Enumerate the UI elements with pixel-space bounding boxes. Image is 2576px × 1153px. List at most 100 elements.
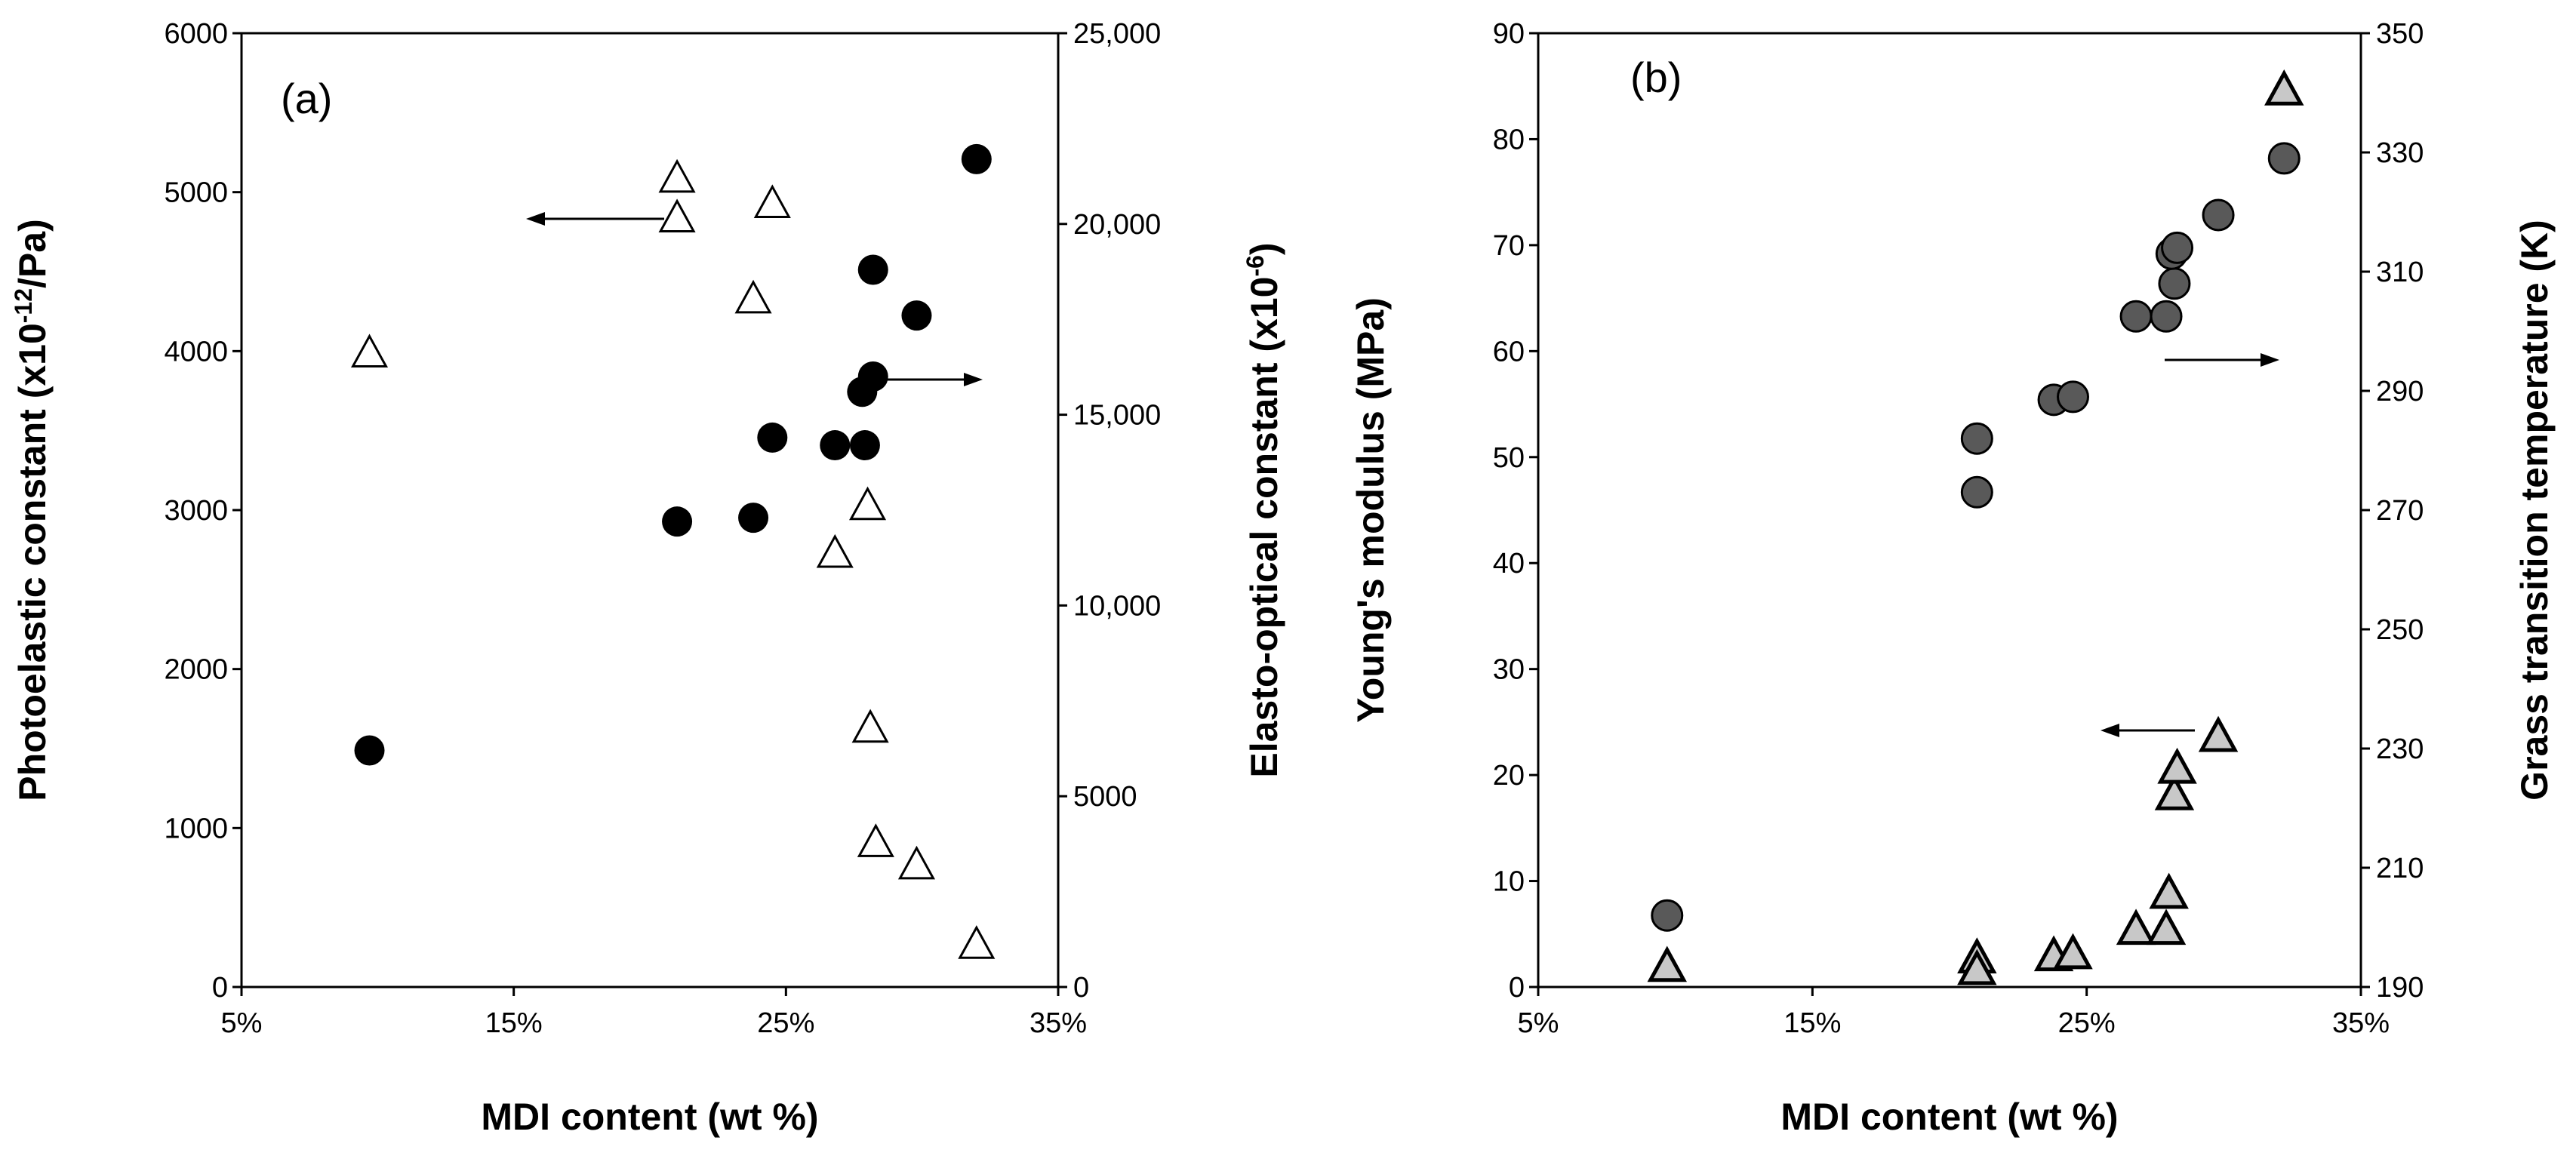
data-point-triangle [1957,949,1997,985]
data-point-triangle [1647,945,1687,982]
data-point-circle [849,430,880,461]
x-tick-label: 5% [1518,1007,1559,1039]
y-right-tick-label: 330 [2376,137,2424,169]
data-point-circle [1960,475,1993,509]
x-tick-label: 35% [2332,1007,2390,1039]
y-left-tick-label: 1000 [164,813,228,844]
data-point-triangle [2149,872,2189,909]
y-left-tick-label: 4000 [164,336,228,367]
data-point-triangle [2154,774,2195,810]
y-axis-title-left-b: Young's modulus (MPa) [1350,297,1392,723]
y-left-tick-label: 3000 [164,495,228,527]
data-point-triangle [753,184,791,219]
data-point-circle [2057,380,2089,414]
data-point-circle [2161,231,2194,264]
x-tick-label: 25% [757,1007,814,1039]
data-point-triangle [857,823,894,857]
y-left-tick-label: 6000 [164,18,228,50]
panel-label-b: (b) [1630,54,1682,101]
arrow-head-right-a [964,373,983,386]
data-point-triangle [658,198,696,232]
y-left-tick-label: 50 [1493,442,1525,474]
y-right-tick-label: 310 [2376,257,2424,288]
y-left-tick-label: 30 [1493,654,1525,686]
y-left-tick-label: 0 [212,972,228,1004]
y-left-tick-label: 10 [1493,866,1525,898]
y-right-tick-label: 0 [1073,972,1089,1004]
data-point-triangle [658,158,696,193]
y-right-tick-label: 15,000 [1073,400,1161,432]
y-right-tick-label: 190 [2376,972,2424,1004]
y-right-tick-label: 210 [2376,853,2424,884]
data-point-circle [820,430,851,461]
data-point-triangle [2198,715,2239,752]
y-right-tick-label: 25,000 [1073,18,1161,50]
data-point-circle [2267,142,2301,175]
data-point-triangle [848,486,887,521]
y-right-tick-label: 290 [2376,376,2424,407]
data-point-circle [1651,899,1684,932]
data-point-circle [1960,422,1993,455]
data-point-circle [2202,198,2235,232]
data-point-circle [2158,267,2191,300]
y-right-tick-label: 250 [2376,614,2424,646]
y-right-tick-label: 230 [2376,733,2424,765]
y-axis-title-right-b: Grass transition temperature (K) [2513,220,2556,801]
data-point-circle [354,735,385,766]
x-tick-label: 15% [1784,1007,1841,1039]
data-point-triangle [897,845,935,880]
y-left-tick-label: 5000 [164,177,228,209]
arrow-annotations-b [2101,353,2279,737]
data-point-circle [961,143,992,174]
arrow-head-left-a [526,212,545,226]
x-tick-label: 25% [2058,1007,2116,1039]
data-point-circle [857,361,888,392]
y-right-tick-label: 20,000 [1073,209,1161,241]
x-tick-label: 5% [221,1007,263,1039]
data-point-triangle [350,334,389,368]
data-point-circle [2150,300,2183,333]
data-point-triangle [816,533,854,568]
data-point-triangle [2146,909,2187,945]
x-axis-title-b: MDI content (wt %) [1780,1096,2118,1138]
data-point-triangle [734,279,772,314]
data-point-circle [738,503,769,533]
arrow-annotations-a [526,212,983,386]
y-right-tick-label: 5000 [1073,781,1137,813]
y-left-tick-label: 90 [1493,18,1525,50]
x-tick-label: 15% [485,1007,543,1039]
plot-area-a [240,32,1060,989]
chart-panel-b: (b) 5% 15% 25% 35% 0 10 20 30 40 50 60 70 80 90 190 210… [1350,18,2556,1138]
data-point-circle [857,254,888,285]
arrow-head-right-b [2261,353,2279,367]
panel-label-a: (a) [281,75,332,122]
y-left-tick-label: 40 [1493,548,1525,580]
x-axis-title-a: MDI content (wt %) [481,1096,818,1138]
y-left-tick-label: 20 [1493,760,1525,792]
data-point-triangle [2157,747,2197,784]
y-right-tick-label: 350 [2376,18,2424,50]
y-axis-title-left-a: Photoelastic constant (x10-12/Pa) [10,219,54,801]
chart-panel-a: (a) 5% 15% 25% 35%0100020003000400050006000… [10,18,1285,1138]
data-point-circle [662,506,693,537]
data-point-triangle [851,709,889,743]
data-point-triangle [958,925,996,959]
y-right-tick-label: 270 [2376,495,2424,527]
y-left-tick-label: 80 [1493,124,1525,155]
plot-area-b [1537,32,2362,989]
data-point-circle [757,422,788,453]
y-right-tick-label: 10,000 [1073,590,1161,622]
arrow-head-left-b [2101,724,2119,737]
data-point-circle [901,300,932,331]
y-left-tick-label: 0 [1509,972,1525,1004]
y-left-tick-label: 2000 [164,654,228,686]
x-tick-label: 35% [1029,1007,1087,1039]
y-axis-title-right-a: Elasto-optical constant (x10-6) [1242,242,1285,777]
y-left-tick-label: 60 [1493,336,1525,367]
data-point-triangle [2264,69,2304,106]
data-point-triangle [2053,933,2093,970]
data-point-triangle [2116,909,2156,945]
data-point-circle [2119,300,2153,333]
y-left-tick-label: 70 [1493,230,1525,262]
